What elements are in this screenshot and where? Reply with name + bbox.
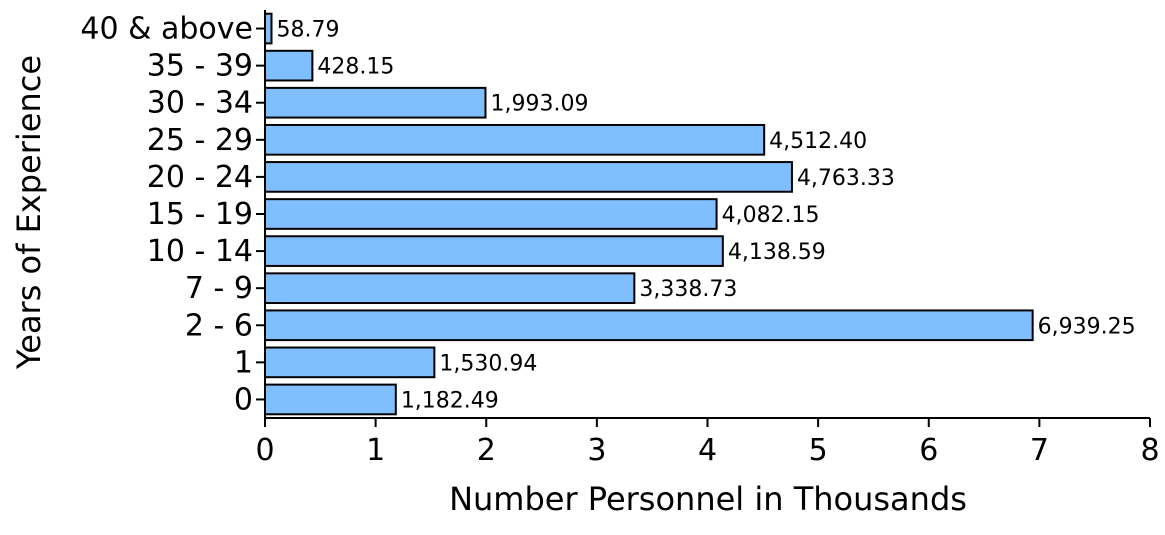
category-label: 20 - 24 <box>147 160 253 195</box>
value-label: 1,530.94 <box>439 351 537 376</box>
category-label: 7 - 9 <box>185 271 253 306</box>
bar <box>264 123 766 156</box>
x-axis: 0 1 2 3 4 5 6 7 8 <box>255 417 1160 468</box>
bar <box>264 309 1034 342</box>
x-tick-label: 5 <box>809 433 828 468</box>
value-label: 1,993.09 <box>490 92 588 117</box>
category-label: 0 <box>234 382 253 417</box>
category-label: 40 & above <box>80 12 253 47</box>
bars-group <box>264 12 1034 416</box>
value-label: 4,763.33 <box>797 166 895 191</box>
category-label: 30 - 34 <box>147 86 253 121</box>
x-tick-label: 1 <box>366 433 385 468</box>
category-label: 1 <box>234 345 253 380</box>
x-tick-label: 2 <box>477 433 496 468</box>
bar <box>264 161 793 193</box>
x-tick-label: 3 <box>587 433 606 468</box>
bar <box>264 49 314 82</box>
x-tick-label: 0 <box>255 433 274 468</box>
bar <box>264 235 724 267</box>
y-axis-title: Years of Experience <box>10 55 48 370</box>
bar <box>264 86 487 119</box>
category-label: 2 - 6 <box>185 308 253 343</box>
value-label: 6,939.25 <box>1038 314 1136 339</box>
value-label: 4,082.15 <box>722 203 820 228</box>
category-label: 15 - 19 <box>147 197 253 232</box>
value-label: 4,138.59 <box>728 240 826 265</box>
x-axis-title: Number Personnel in Thousands <box>449 480 967 518</box>
bar <box>264 272 636 305</box>
value-label: 3,338.73 <box>639 277 737 302</box>
x-tick-label: 7 <box>1030 433 1049 468</box>
bar <box>264 346 436 379</box>
x-tick-label: 4 <box>698 433 717 468</box>
category-label: 25 - 29 <box>147 123 253 158</box>
category-label: 10 - 14 <box>147 234 253 269</box>
value-label: 428.15 <box>317 55 394 80</box>
bar <box>264 198 718 230</box>
value-label: 1,182.49 <box>401 388 499 413</box>
value-labels-group: 1,182.49 1,530.94 6,939.25 3,338.73 4,138.59… <box>277 18 1136 414</box>
bar <box>264 383 397 416</box>
category-label: 35 - 39 <box>147 49 253 84</box>
x-tick-label: 8 <box>1140 433 1159 468</box>
value-label: 4,512.40 <box>769 129 867 154</box>
value-label: 58.79 <box>277 18 340 43</box>
x-tick-label: 6 <box>919 433 938 468</box>
